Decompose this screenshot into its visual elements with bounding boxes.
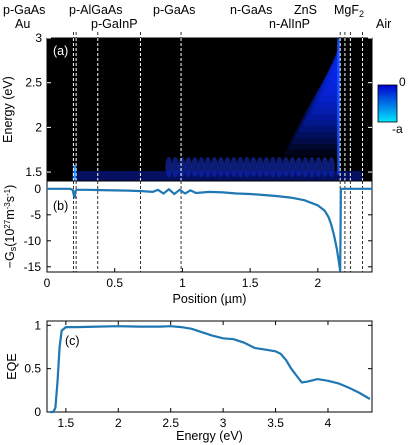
layer-label: MgF2	[334, 3, 364, 19]
heatmap-glow	[299, 51, 341, 132]
y-tick-label: -15	[24, 260, 42, 274]
panel-c-ticks: 0 0.5 1 1.5 2 2.5 3 3.5 4	[24, 318, 372, 430]
colorbar-min-label: -a	[392, 122, 403, 136]
x-tick-label: 4	[325, 416, 332, 430]
heatmap-glow	[291, 54, 341, 144]
x-tick-label: 2	[314, 276, 321, 290]
layer-label: n-GaAs	[230, 3, 272, 17]
panel-b-label: (b)	[53, 199, 68, 213]
panel-b-series-line	[47, 187, 372, 272]
y-tick-label: 0	[34, 182, 41, 196]
layer-label: p-GaAs	[3, 3, 45, 17]
x-tick-label: 1.5	[58, 416, 75, 430]
y-tick-label: -5	[30, 208, 41, 222]
heatmap-interface-band	[337, 38, 341, 175]
heatmap-glow	[323, 42, 341, 96]
panel-b-layer-boundaries	[73, 181, 363, 272]
x-tick-label: 2.5	[162, 416, 179, 430]
heatmap-glow	[319, 44, 341, 102]
y-tick-label: 2.5	[25, 76, 42, 90]
panel-b-ticks: 0-5-10-150 0.5 1 1.5 2	[24, 182, 372, 290]
colorbar	[377, 84, 398, 123]
panel-a-frame	[46, 32, 373, 182]
x-tick-label: 1	[179, 276, 186, 290]
panel-a-label: (a)	[53, 44, 68, 58]
panel-a-ylabel: Energy (eV)	[1, 76, 15, 143]
panel-c-ylabel: EQE	[5, 353, 19, 379]
panel-c-frame	[46, 320, 373, 413]
panel-b-frame	[46, 180, 373, 273]
heatmap-background	[47, 38, 372, 181]
heatmap-glow	[311, 47, 341, 114]
x-tick-label: 2	[115, 416, 122, 430]
panel-b-ylabel: −Gs(1027m-3s-1)	[3, 185, 18, 269]
x-tick-label: 0	[44, 276, 51, 290]
heatmap-au-band	[73, 165, 77, 181]
panel-c-border	[46, 320, 373, 413]
y-tick-label: 3	[35, 31, 42, 45]
y-tick-label: 1	[34, 318, 41, 332]
panel-c-label: (c)	[65, 334, 80, 348]
layer-label: p-GaInP	[91, 17, 138, 31]
heatmap-intensity	[72, 38, 362, 181]
x-tick-label: 1.5	[242, 276, 259, 290]
y-tick-label: 1.5	[25, 165, 42, 179]
layer-label: p-GaAs	[153, 3, 195, 17]
heatmap-glow	[283, 57, 341, 156]
y-tick-label: 0	[34, 405, 41, 419]
y-tick-label: -10	[24, 234, 42, 248]
panel-c-series-line	[50, 325, 371, 414]
layer-label: Au	[15, 17, 30, 31]
panel-b-xlabel: Position (µm)	[173, 292, 247, 306]
panel-b-border	[46, 180, 373, 273]
panel-c-xlabel: Energy (eV)	[176, 429, 243, 443]
panel-b-line-chart: 0-5-10-150 0.5 1 1.5 2 (b) −Gs(1027m-3s-1) P…	[3, 180, 373, 306]
x-tick-label: 3	[220, 416, 227, 430]
heatmap-glow	[295, 53, 341, 138]
heatmap-glow	[315, 45, 341, 108]
x-tick-label: 3.5	[267, 416, 284, 430]
y-tick-label: 0.5	[24, 362, 41, 376]
colorbar-max-label: 0	[399, 75, 406, 89]
heatmap-glow	[307, 48, 341, 120]
x-tick-label: 0.5	[106, 276, 123, 290]
panel-a-ticks: 1.5 2 2.5 3	[25, 31, 372, 179]
heatmap-edge-band	[72, 171, 362, 181]
y-tick-label: 2	[35, 120, 42, 134]
layer-label: n-AlInP	[269, 17, 310, 31]
heatmap-glow	[287, 56, 341, 150]
panel-c-line-chart: 0 0.5 1 1.5 2 2.5 3 3.5 4 (c) EQE Energy (eV)	[5, 318, 373, 443]
layer-label: Air	[376, 17, 391, 31]
layer-label: ZnS	[294, 3, 317, 17]
heatmap-glow	[303, 50, 341, 126]
layer-label: p-AlGaAs	[69, 3, 123, 17]
heatmap-glow	[327, 41, 341, 90]
